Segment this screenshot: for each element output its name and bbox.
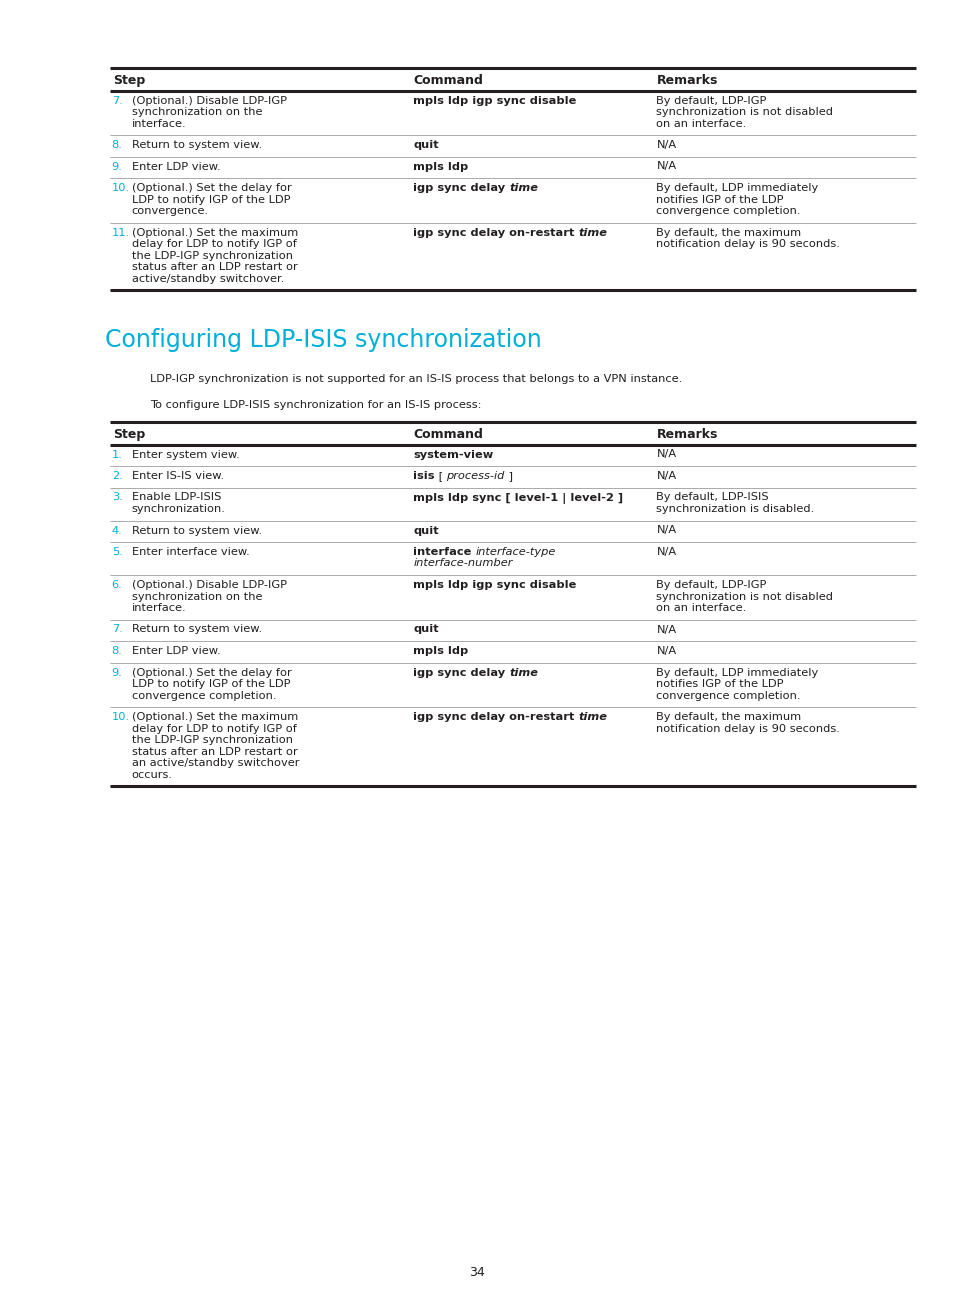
- Text: 10.: 10.: [112, 712, 130, 722]
- Text: igp sync delay: igp sync delay: [413, 667, 509, 678]
- Text: Enter IS-IS view.: Enter IS-IS view.: [132, 470, 224, 481]
- Text: 8.: 8.: [112, 645, 122, 656]
- Text: 11.: 11.: [112, 228, 130, 237]
- Text: interface: interface: [413, 547, 471, 557]
- Text: (Optional.) Disable LDP-IGP
synchronization on the
interface.: (Optional.) Disable LDP-IGP synchronizat…: [132, 96, 287, 128]
- Text: By default, LDP immediately
notifies IGP of the LDP
convergence completion.: By default, LDP immediately notifies IGP…: [656, 183, 818, 216]
- Text: (Optional.) Disable LDP-IGP
synchronization on the
interface.: (Optional.) Disable LDP-IGP synchronizat…: [132, 581, 287, 613]
- Text: Step: Step: [112, 74, 145, 87]
- Text: quit: quit: [413, 525, 438, 535]
- Text: [: [: [435, 470, 446, 481]
- Text: 1.: 1.: [112, 450, 122, 460]
- Text: N/A: N/A: [656, 645, 676, 656]
- Text: N/A: N/A: [656, 625, 676, 635]
- Text: By default, LDP-IGP
synchronization is not disabled
on an interface.: By default, LDP-IGP synchronization is n…: [656, 581, 833, 613]
- Text: Enable LDP-ISIS
synchronization.: Enable LDP-ISIS synchronization.: [132, 492, 225, 515]
- Text: Enter LDP view.: Enter LDP view.: [132, 645, 220, 656]
- Text: (Optional.) Set the maximum
delay for LDP to notify IGP of
the LDP-IGP synchroni: (Optional.) Set the maximum delay for LD…: [132, 712, 299, 780]
- Text: interface-type: interface-type: [475, 547, 555, 557]
- Text: 9.: 9.: [112, 162, 122, 171]
- Text: N/A: N/A: [656, 450, 676, 460]
- Text: Command: Command: [413, 74, 482, 87]
- Text: Command: Command: [413, 428, 482, 441]
- Text: 6.: 6.: [112, 581, 122, 590]
- Text: By default, the maximum
notification delay is 90 seconds.: By default, the maximum notification del…: [656, 228, 840, 249]
- Text: By default, LDP-ISIS
synchronization is disabled.: By default, LDP-ISIS synchronization is …: [656, 492, 814, 515]
- Text: N/A: N/A: [656, 547, 676, 557]
- Text: 34: 34: [469, 1266, 484, 1279]
- Text: 8.: 8.: [112, 140, 122, 150]
- Text: Enter system view.: Enter system view.: [132, 450, 239, 460]
- Text: mpls ldp igp sync disable: mpls ldp igp sync disable: [413, 96, 576, 105]
- Text: igp sync delay on-restart: igp sync delay on-restart: [413, 712, 578, 722]
- Text: Remarks: Remarks: [656, 428, 717, 441]
- Text: 4.: 4.: [112, 525, 122, 535]
- Text: N/A: N/A: [656, 140, 676, 150]
- Text: (Optional.) Set the delay for
LDP to notify IGP of the LDP
convergence completio: (Optional.) Set the delay for LDP to not…: [132, 667, 292, 701]
- Text: mpls ldp: mpls ldp: [413, 162, 468, 171]
- Text: (Optional.) Set the delay for
LDP to notify IGP of the LDP
convergence.: (Optional.) Set the delay for LDP to not…: [132, 183, 292, 216]
- Text: By default, the maximum
notification delay is 90 seconds.: By default, the maximum notification del…: [656, 712, 840, 734]
- Text: quit: quit: [413, 625, 438, 635]
- Text: To configure LDP-ISIS synchronization for an IS-IS process:: To configure LDP-ISIS synchronization fo…: [150, 400, 480, 410]
- Text: By default, LDP immediately
notifies IGP of the LDP
convergence completion.: By default, LDP immediately notifies IGP…: [656, 667, 818, 701]
- Text: isis: isis: [413, 470, 435, 481]
- Text: Step: Step: [112, 428, 145, 441]
- Text: Return to system view.: Return to system view.: [132, 625, 261, 635]
- Text: 10.: 10.: [112, 183, 130, 193]
- Text: time: time: [578, 228, 607, 237]
- Text: Enter LDP view.: Enter LDP view.: [132, 162, 220, 171]
- Text: Remarks: Remarks: [656, 74, 717, 87]
- Text: interface-number: interface-number: [413, 559, 512, 569]
- Text: time: time: [509, 667, 537, 678]
- Text: Return to system view.: Return to system view.: [132, 525, 261, 535]
- Text: 3.: 3.: [112, 492, 122, 503]
- Text: N/A: N/A: [656, 470, 676, 481]
- Text: Enter interface view.: Enter interface view.: [132, 547, 249, 557]
- Text: 9.: 9.: [112, 667, 122, 678]
- Text: igp sync delay on-restart: igp sync delay on-restart: [413, 228, 578, 237]
- Text: mpls ldp: mpls ldp: [413, 645, 468, 656]
- Text: LDP-IGP synchronization is not supported for an IS-IS process that belongs to a : LDP-IGP synchronization is not supported…: [150, 375, 681, 384]
- Text: Return to system view.: Return to system view.: [132, 140, 261, 150]
- Text: igp sync delay: igp sync delay: [413, 183, 509, 193]
- Text: N/A: N/A: [656, 525, 676, 535]
- Text: By default, LDP-IGP
synchronization is not disabled
on an interface.: By default, LDP-IGP synchronization is n…: [656, 96, 833, 128]
- Text: process-id: process-id: [446, 470, 504, 481]
- Text: (Optional.) Set the maximum
delay for LDP to notify IGP of
the LDP-IGP synchroni: (Optional.) Set the maximum delay for LD…: [132, 228, 297, 284]
- Text: quit: quit: [413, 140, 438, 150]
- Text: 5.: 5.: [112, 547, 122, 557]
- Text: mpls ldp sync [ level-1 | level-2 ]: mpls ldp sync [ level-1 | level-2 ]: [413, 492, 622, 504]
- Text: time: time: [578, 712, 607, 722]
- Text: system-view: system-view: [413, 450, 493, 460]
- Text: 7.: 7.: [112, 96, 122, 105]
- Text: 2.: 2.: [112, 470, 122, 481]
- Text: mpls ldp igp sync disable: mpls ldp igp sync disable: [413, 581, 576, 590]
- Text: time: time: [509, 183, 537, 193]
- Text: Configuring LDP-ISIS synchronization: Configuring LDP-ISIS synchronization: [105, 328, 541, 353]
- Text: 7.: 7.: [112, 625, 122, 635]
- Text: ]: ]: [504, 470, 513, 481]
- Text: N/A: N/A: [656, 162, 676, 171]
